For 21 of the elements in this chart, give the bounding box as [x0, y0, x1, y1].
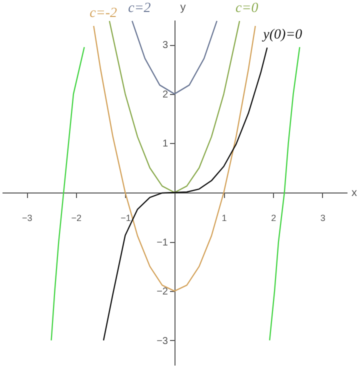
series-label: c=-2 — [90, 6, 117, 21]
x-tick-label: 3 — [320, 213, 326, 223]
series-label: c=0 — [236, 0, 258, 16]
y-axis-title: y — [180, 2, 186, 14]
x-tick-label: −1 — [120, 213, 131, 223]
series-label: y(0)=0 — [261, 28, 302, 43]
x-axis-title: x — [352, 187, 358, 199]
x-tick-label: −3 — [22, 213, 32, 223]
series-label: c=2 — [128, 0, 151, 16]
y-tick-label: −3 — [156, 336, 168, 347]
y-tick-label: −1 — [156, 237, 168, 248]
line-series — [108, 20, 240, 194]
y-tick-label: 2 — [162, 89, 168, 100]
y-tick-label: 3 — [162, 40, 168, 52]
line-series — [269, 46, 300, 341]
line-series — [50, 46, 85, 341]
y-tick-label: −2 — [156, 286, 168, 298]
y-tick-label: 1 — [162, 138, 168, 150]
x-tick-label: 1 — [222, 213, 227, 223]
x-tick-label: 2 — [271, 213, 276, 223]
x-tick-label: −2 — [71, 213, 82, 223]
